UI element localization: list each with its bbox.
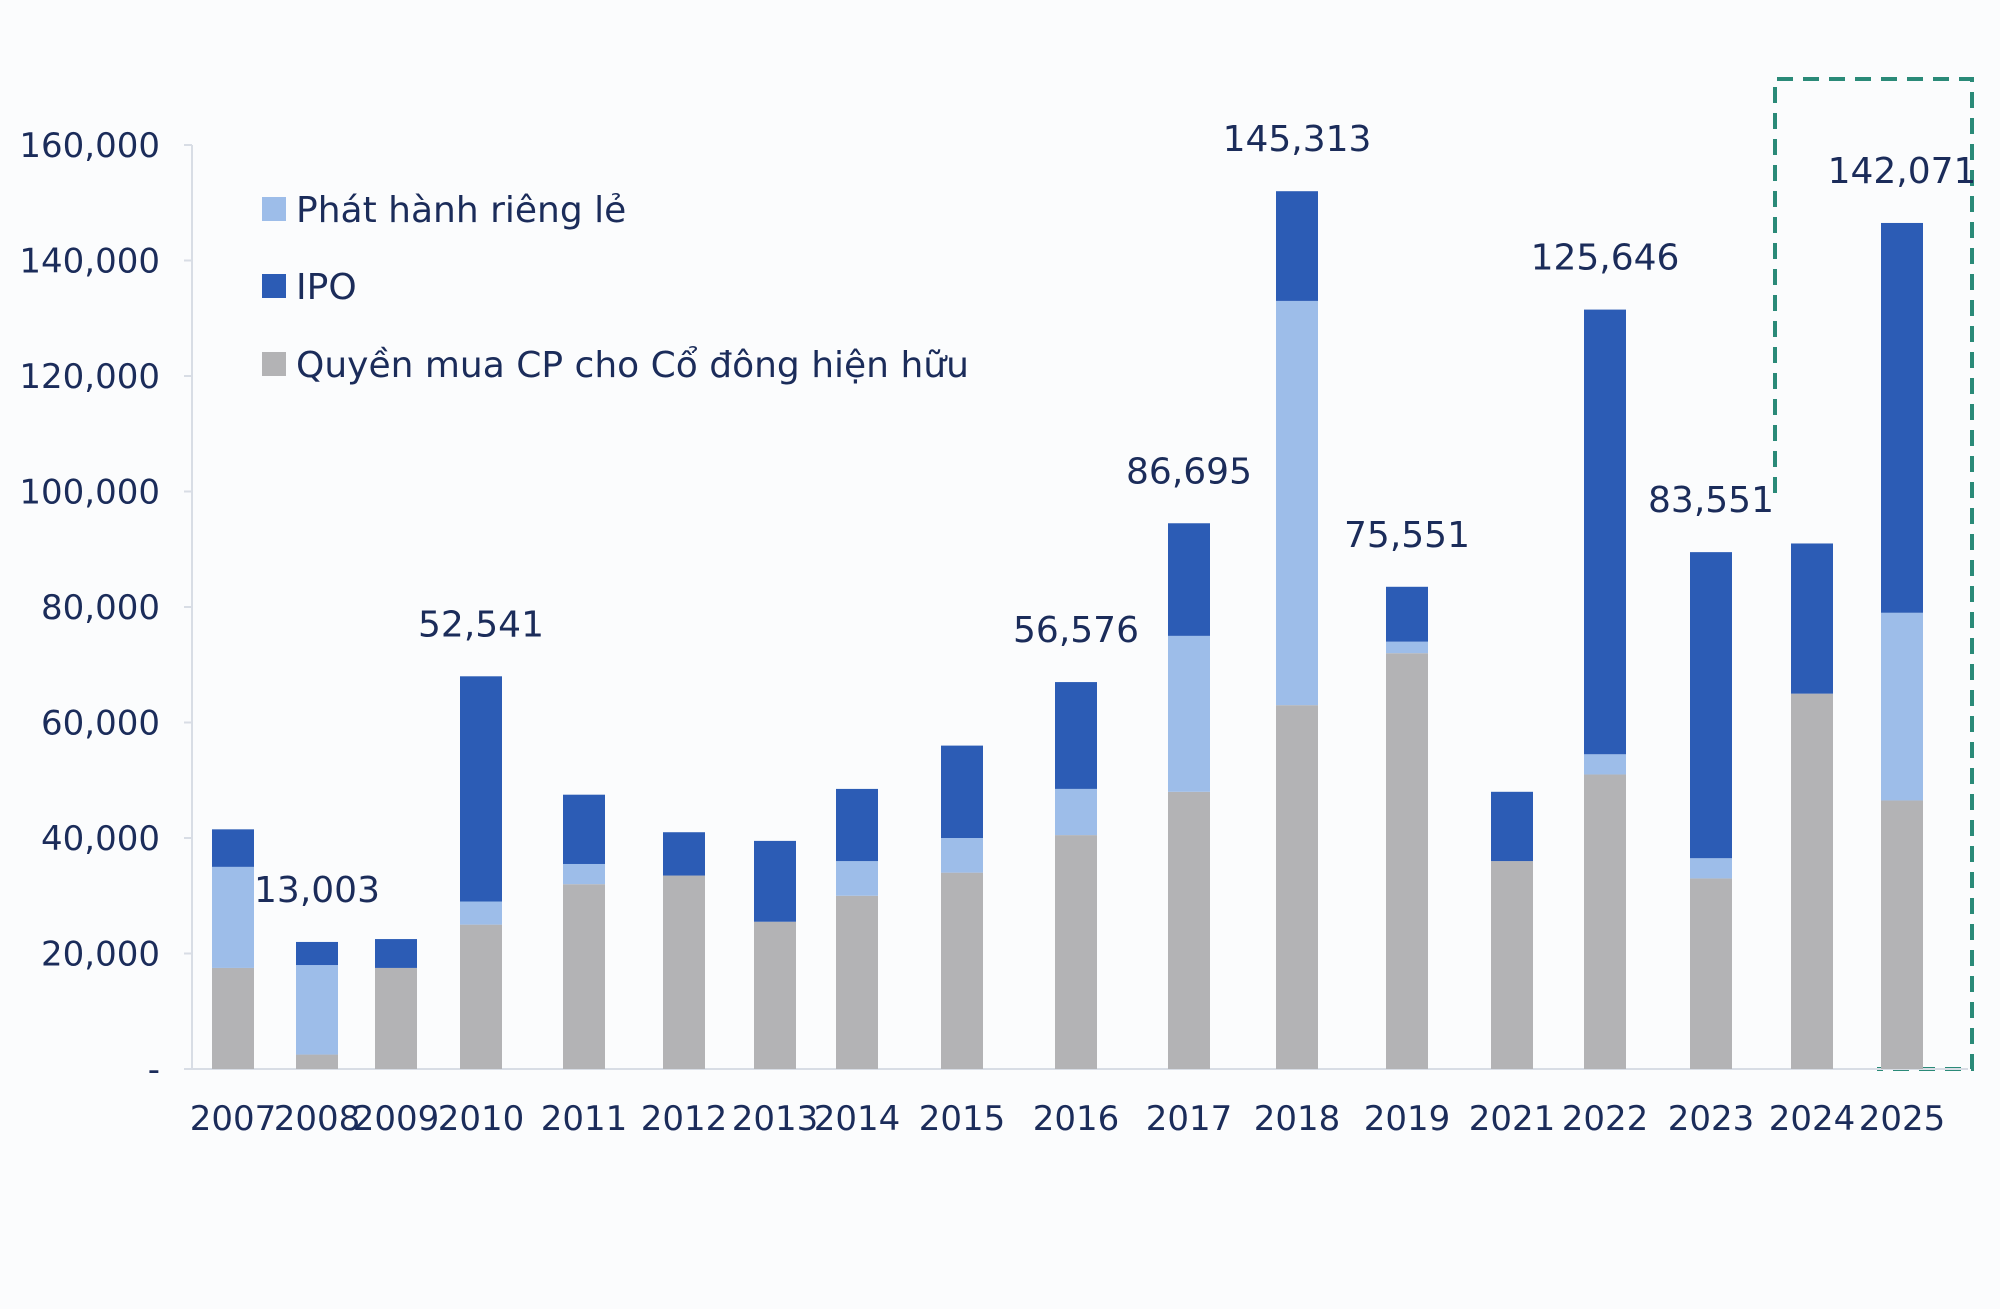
bar-segment-phat-hanh-rieng-le-2010: [460, 901, 502, 925]
bar-segment-ipo-2010: [460, 676, 502, 902]
bar-segment-quyen-mua-cp-cho-co-dong-hien-huu-2011: [563, 884, 605, 1069]
bar-segment-quyen-mua-cp-cho-co-dong-hien-huu-2023: [1690, 878, 1732, 1069]
y-tick-label: 100,000: [19, 473, 160, 513]
bar-segment-quyen-mua-cp-cho-co-dong-hien-huu-2019: [1386, 653, 1428, 1069]
bar-segment-phat-hanh-rieng-le-2018: [1276, 300, 1318, 706]
x-tick-label: 2007: [190, 1099, 277, 1139]
x-tick-label: 2018: [1254, 1099, 1341, 1139]
x-tick-label: 2008: [274, 1099, 361, 1139]
y-tick-label: 120,000: [19, 357, 160, 397]
data-label-2018: 145,313: [1223, 119, 1372, 160]
bar-segment-ipo-2013: [754, 840, 796, 922]
data-label-2019: 75,551: [1344, 515, 1470, 556]
legend-swatch-quyen-mua-cp-cho-co-dong-hien-huu: [262, 352, 286, 376]
bar-segment-ipo-2016: [1055, 682, 1097, 789]
bar-segment-ipo-2008: [296, 941, 338, 966]
y-tick-label: 20,000: [41, 935, 160, 975]
legend-swatch-phat-hanh-rieng-le: [262, 197, 286, 221]
bar-segment-ipo-2015: [941, 745, 983, 838]
x-tick-label: 2016: [1033, 1099, 1120, 1139]
bar-segment-ipo-2024: [1791, 543, 1833, 694]
bar-segment-quyen-mua-cp-cho-co-dong-hien-huu-2007: [212, 967, 254, 1069]
bar-segment-phat-hanh-rieng-le-2016: [1055, 788, 1097, 836]
x-tick-label: 2024: [1769, 1099, 1856, 1139]
bar-segment-quyen-mua-cp-cho-co-dong-hien-huu-2008: [296, 1054, 338, 1069]
bar-segment-quyen-mua-cp-cho-co-dong-hien-huu-2014: [836, 895, 878, 1069]
x-tick-label: 2019: [1364, 1099, 1451, 1139]
bar-segment-phat-hanh-rieng-le-2008: [296, 965, 338, 1055]
bar-segment-ipo-2025: [1881, 222, 1923, 613]
y-tick-label: 140,000: [19, 242, 160, 282]
legend-label-quyen-mua-cp-cho-co-dong-hien-huu: Quyền mua CP cho Cổ đông hiện hữu: [296, 345, 969, 386]
bar-segment-quyen-mua-cp-cho-co-dong-hien-huu-2010: [460, 924, 502, 1069]
legend-label-phat-hanh-rieng-le: Phát hành riêng lẻ: [296, 190, 626, 231]
bar-segment-quyen-mua-cp-cho-co-dong-hien-huu-2017: [1168, 791, 1210, 1069]
bar-segment-ipo-2018: [1276, 191, 1318, 301]
y-tick-label: 40,000: [41, 819, 160, 859]
bar-segment-quyen-mua-cp-cho-co-dong-hien-huu-2024: [1791, 693, 1833, 1069]
x-tick-label: 2009: [353, 1099, 440, 1139]
data-label-2025: 142,071: [1828, 151, 1977, 192]
bar-segment-ipo-2007: [212, 829, 254, 867]
bar-segment-quyen-mua-cp-cho-co-dong-hien-huu-2025: [1881, 800, 1923, 1069]
bar-segment-quyen-mua-cp-cho-co-dong-hien-huu-2009: [375, 967, 417, 1069]
data-label-2022: 125,646: [1531, 238, 1680, 279]
legend-swatch-ipo: [262, 274, 286, 298]
bar-segment-phat-hanh-rieng-le-2015: [941, 838, 983, 873]
legend-label-ipo: IPO: [296, 267, 357, 308]
bar-segment-phat-hanh-rieng-le-2019: [1386, 641, 1428, 654]
bar-segment-ipo-2011: [563, 794, 605, 864]
x-tick-label: 2012: [641, 1099, 728, 1139]
x-tick-label: 2017: [1146, 1099, 1233, 1139]
y-tick-label: -: [148, 1050, 160, 1090]
x-tick-label: 2015: [919, 1099, 1006, 1139]
x-tick-label: 2021: [1469, 1099, 1556, 1139]
x-tick-label: 2010: [438, 1099, 525, 1139]
highlight-dashed-box: [1773, 77, 1974, 1071]
bar-segment-quyen-mua-cp-cho-co-dong-hien-huu-2016: [1055, 835, 1097, 1069]
data-label-2010: 52,541: [418, 604, 544, 645]
bar-segment-phat-hanh-rieng-le-2023: [1690, 858, 1732, 879]
bar-segment-quyen-mua-cp-cho-co-dong-hien-huu-2012: [663, 875, 705, 1069]
bar-segment-quyen-mua-cp-cho-co-dong-hien-huu-2018: [1276, 705, 1318, 1069]
bar-segment-ipo-2022: [1584, 309, 1626, 755]
x-tick-label: 2014: [814, 1099, 901, 1139]
data-label-2008: 13,003: [254, 870, 380, 911]
x-tick-label: 2013: [732, 1099, 819, 1139]
bar-segment-phat-hanh-rieng-le-2022: [1584, 754, 1626, 775]
x-tick-label: 2023: [1668, 1099, 1755, 1139]
x-tick-label: 2011: [541, 1099, 628, 1139]
bar-segment-phat-hanh-rieng-le-2025: [1881, 612, 1923, 801]
x-tick-label: 2022: [1562, 1099, 1649, 1139]
bar-segment-quyen-mua-cp-cho-co-dong-hien-huu-2022: [1584, 774, 1626, 1069]
bar-segment-ipo-2021: [1491, 791, 1533, 862]
bar-segment-ipo-2023: [1690, 552, 1732, 859]
bar-segment-ipo-2017: [1168, 523, 1210, 636]
bar-segment-phat-hanh-rieng-le-2017: [1168, 635, 1210, 792]
bar-segment-phat-hanh-rieng-le-2007: [212, 866, 254, 968]
x-tick-label: 2025: [1859, 1099, 1946, 1139]
bar-segment-ipo-2019: [1386, 586, 1428, 642]
y-tick-label: 80,000: [41, 588, 160, 628]
y-tick-label: 160,000: [19, 126, 160, 166]
bar-segment-phat-hanh-rieng-le-2014: [836, 861, 878, 896]
data-label-2016: 56,576: [1013, 610, 1139, 651]
bar-segment-ipo-2014: [836, 788, 878, 862]
bar-segment-ipo-2012: [663, 832, 705, 876]
data-label-2017: 86,695: [1126, 451, 1252, 492]
bar-segment-phat-hanh-rieng-le-2011: [563, 863, 605, 885]
bar-segment-quyen-mua-cp-cho-co-dong-hien-huu-2013: [754, 921, 796, 1069]
data-label-2023: 83,551: [1648, 480, 1774, 521]
bar-segment-quyen-mua-cp-cho-co-dong-hien-huu-2015: [941, 872, 983, 1069]
y-tick-label: 60,000: [41, 704, 160, 744]
bar-segment-quyen-mua-cp-cho-co-dong-hien-huu-2021: [1491, 861, 1533, 1069]
bar-segment-ipo-2009: [375, 939, 417, 968]
